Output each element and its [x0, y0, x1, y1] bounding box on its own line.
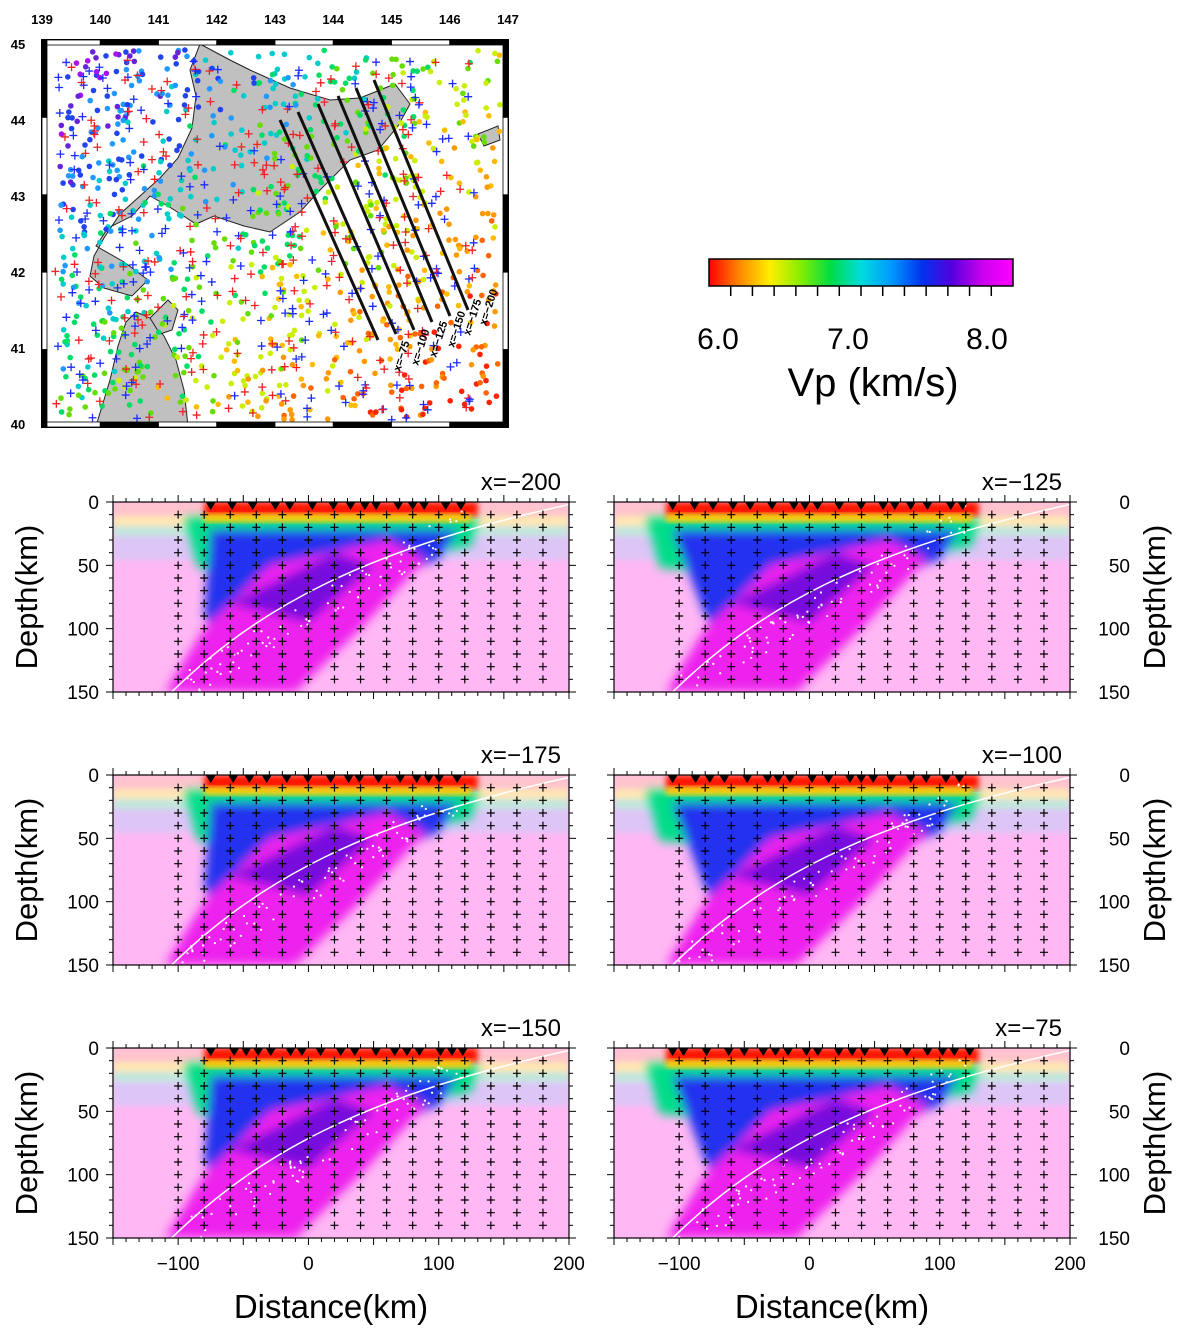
colorbar-tick-6: 6.0	[697, 323, 739, 356]
distance-axis-label: Distance(km)	[234, 1288, 428, 1325]
panel-frame	[112, 501, 570, 693]
depth-tick-label: 50	[1109, 1102, 1130, 1123]
depth-axis-label: Depth(km)	[1137, 525, 1172, 670]
panel-frame	[112, 774, 570, 966]
cross-section-panels: x=−200 0 50 100 150 Depth(km) x=−125 0 50 100 150 D…	[9, 469, 1172, 1325]
cross-section-panel: x=−100 0 50 100 150 Depth(km)	[607, 742, 1172, 977]
cross-section-panel: x=−75 0 50 100 150 Depth(km) −100 0 100 200 Distan…	[607, 1015, 1172, 1325]
map-lat-tick: 42	[11, 265, 25, 280]
depth-tick-label: 150	[1098, 956, 1130, 977]
depth-tick-label: 0	[88, 766, 99, 787]
cross-section-panel: x=−150 0 50 100 150 Depth(km) −100 0 100 200 Dista…	[9, 1015, 585, 1325]
depth-tick-label: 0	[1119, 766, 1130, 787]
depth-tick-label: 0	[1119, 493, 1130, 514]
map-lon-tick: 141	[148, 12, 170, 27]
depth-tick-label: 50	[1109, 556, 1130, 577]
distance-tick-label: 0	[804, 1254, 815, 1275]
depth-tick-label: 100	[67, 1166, 99, 1187]
distance-tick-label: 200	[553, 1254, 585, 1275]
depth-axis-label: Depth(km)	[1137, 1071, 1172, 1216]
map-lon-tick: 140	[89, 12, 111, 27]
depth-tick-label: 150	[1098, 683, 1130, 704]
depth-tick-label: 50	[78, 556, 99, 577]
distance-tick-label: −100	[157, 1254, 200, 1275]
depth-axis-label: Depth(km)	[9, 525, 44, 670]
colorbar-gradient	[708, 258, 1014, 287]
depth-tick-label: 50	[78, 1102, 99, 1123]
panel-frame	[613, 1047, 1071, 1239]
hypocenter-points	[51, 47, 503, 424]
colorbar-ticks	[729, 286, 993, 296]
cross-section-panel: x=−125 0 50 100 150 Depth(km)	[607, 469, 1172, 704]
panel-title: x=−150	[481, 1015, 561, 1042]
map-lon-tick: 147	[497, 12, 519, 27]
depth-tick-label: 100	[1098, 893, 1130, 914]
distance-tick-label: 0	[303, 1254, 314, 1275]
cross-section-panel: x=−175 0 50 100 150 Depth(km)	[9, 742, 576, 977]
distance-tick-label: 100	[924, 1254, 956, 1275]
depth-tick-label: 100	[1098, 1166, 1130, 1187]
depth-tick-label: 100	[67, 620, 99, 641]
depth-axis-label: Depth(km)	[9, 1071, 44, 1216]
map-lon-tick: 145	[381, 12, 403, 27]
map-lat-tick: 44	[11, 113, 26, 128]
depth-tick-label: 100	[67, 893, 99, 914]
map-lon-tick: 139	[31, 12, 53, 27]
depth-tick-label: 150	[67, 683, 99, 704]
panel-title: x=−75	[995, 1015, 1062, 1042]
map-lat-tick: 41	[11, 341, 25, 356]
panel-title: x=−200	[481, 469, 561, 496]
depth-tick-label: 150	[67, 1229, 99, 1250]
map-lon-tick: 142	[206, 12, 228, 27]
map-lon-tick: 144	[322, 12, 344, 27]
depth-axis-label: Depth(km)	[1137, 798, 1172, 943]
colorbar: 6.0 7.0 8.0 Vp (km/s)	[697, 258, 1014, 405]
map-lat-tick: 40	[11, 417, 25, 432]
depth-tick-label: 0	[1119, 1039, 1130, 1060]
panel-title: x=−175	[481, 742, 561, 769]
colorbar-tick-7: 7.0	[827, 323, 869, 356]
colorbar-title: Vp (km/s)	[787, 361, 958, 405]
colorbar-tick-8: 8.0	[966, 323, 1008, 356]
depth-tick-label: 0	[88, 493, 99, 514]
depth-tick-label: 150	[67, 956, 99, 977]
depth-axis-label: Depth(km)	[9, 798, 44, 943]
distance-tick-label: 200	[1054, 1254, 1086, 1275]
panel-title: x=−125	[982, 469, 1062, 496]
depth-tick-label: 150	[1098, 1229, 1130, 1250]
map-lon-tick: 143	[264, 12, 286, 27]
cross-section-panel: x=−200 0 50 100 150 Depth(km)	[9, 469, 576, 704]
depth-tick-label: 50	[1109, 829, 1130, 850]
distance-tick-label: 100	[423, 1254, 455, 1275]
distance-tick-label: −100	[658, 1254, 701, 1275]
map-lon-tick: 146	[439, 12, 461, 27]
map-lat-tick: 43	[11, 189, 25, 204]
panel-frame	[112, 1047, 570, 1239]
panel-title: x=−100	[982, 742, 1062, 769]
distance-axis-label: Distance(km)	[735, 1288, 929, 1325]
panel-frame	[613, 501, 1071, 693]
map-axis-ticks: 139 140 141 142 143 144 145 146 147 45 44 43 42 41 40	[11, 12, 519, 432]
panel-frame	[613, 774, 1071, 966]
depth-tick-label: 100	[1098, 620, 1130, 641]
profile-lines	[278, 79, 470, 341]
depth-tick-label: 0	[88, 1039, 99, 1060]
depth-tick-label: 50	[78, 829, 99, 850]
map-lat-tick: 45	[11, 37, 25, 52]
